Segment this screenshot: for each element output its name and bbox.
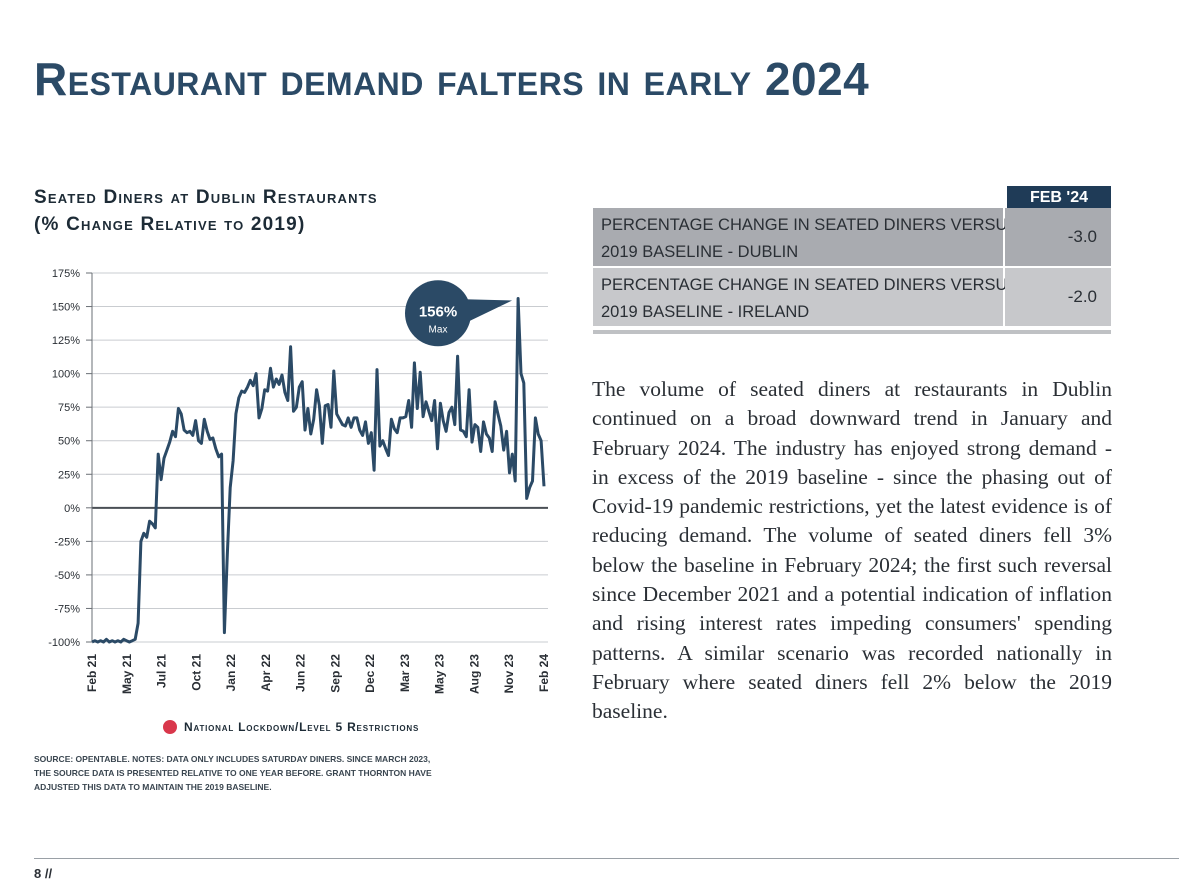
x-tick-label: Jan 22 (224, 654, 238, 692)
body-paragraph: The volume of seated diners at restauran… (592, 377, 1112, 724)
source-note-line-3: adjusted this data to maintain the 2019 … (34, 782, 272, 792)
table-header: FEB '24 (1007, 186, 1111, 210)
y-tick-label: -100% (48, 637, 80, 649)
table-row: Percentage change in seated diners versu… (593, 268, 1111, 326)
y-tick-label: -25% (54, 536, 80, 548)
x-tick-label: Jul 21 (155, 654, 169, 688)
y-tick-label: 175% (52, 268, 80, 280)
table-row: Percentage change in seated diners versu… (593, 208, 1111, 266)
footer-divider (34, 858, 1179, 859)
y-tick-label: 0% (64, 503, 80, 515)
y-tick-label: -75% (54, 603, 80, 615)
x-tick-label: Jun 22 (294, 654, 308, 692)
x-tick-label: Mar 23 (398, 654, 412, 692)
annotation-pointer (465, 299, 513, 322)
x-tick-label: Dec 22 (363, 654, 377, 693)
chart-title-line-2: (% Change Relative to 2019) (34, 214, 306, 235)
source-note-line-1: Source: OpenTable. Notes: Data only incl… (34, 754, 431, 764)
chart-title: Seated Diners at Dublin Restaurants (% C… (34, 184, 378, 238)
table-row-value: -2.0 (1005, 268, 1111, 326)
page-number: 8 // (34, 866, 53, 881)
data-line (91, 297, 546, 644)
y-tick-label: 100% (52, 369, 80, 381)
lockdown-marker-icon (163, 720, 177, 734)
table-row-value: -3.0 (1005, 208, 1111, 266)
table-row-label-line-2: 2019 baseline - Dublin (601, 243, 799, 261)
x-tick-label: Feb 24 (537, 654, 551, 692)
y-tick-label: 25% (58, 469, 80, 481)
source-note: Source: OpenTable. Notes: Data only incl… (34, 752, 454, 794)
x-tick-label: Aug 23 (467, 654, 481, 694)
y-tick-label: 50% (58, 436, 80, 448)
x-tick-label: Apr 22 (259, 654, 273, 692)
y-tick-label: -50% (54, 570, 80, 582)
chart-legend: National Lockdown/Level 5 Restrictions (163, 718, 419, 736)
table-bottom-rule (593, 330, 1111, 334)
legend-label: National Lockdown/Level 5 Restrictions (184, 720, 420, 734)
page-title: Restaurant demand falters in early 2024 (34, 53, 870, 105)
table-row-label-line-1: Percentage change in seated diners versu… (601, 276, 1019, 294)
x-tick-label: Feb 21 (85, 654, 99, 692)
y-tick-label: 75% (58, 402, 80, 414)
y-tick-label: 125% (52, 335, 80, 347)
line-chart: 175% 150% 125% 100% 75% 50% 25% 0% -25% -50% -75% -… (48, 268, 551, 694)
x-tick-label: Nov 23 (502, 654, 516, 694)
table-row-label: Percentage change in seated diners versu… (593, 268, 1019, 326)
table-row-label-line-1: Percentage change in seated diners versu… (601, 216, 1019, 234)
source-note-line-2: the source data is presented relative to… (34, 768, 432, 778)
x-tick-label: Oct 21 (189, 654, 203, 691)
annotation-bubble (405, 280, 471, 347)
table-row-label-line-2: 2019 baseline - Ireland (601, 303, 810, 321)
x-tick-label: May 23 (433, 654, 447, 694)
x-tick-label: May 21 (120, 654, 134, 694)
y-tick-label: 150% (52, 302, 80, 314)
chart-title-line-1: Seated Diners at Dublin Restaurants (34, 187, 378, 208)
x-tick-label: Sep 22 (328, 654, 342, 693)
annotation-sub-label: Max (429, 324, 448, 335)
annotation-value: 156% (419, 303, 457, 320)
table-row-label: Percentage change in seated diners versu… (593, 208, 1019, 266)
